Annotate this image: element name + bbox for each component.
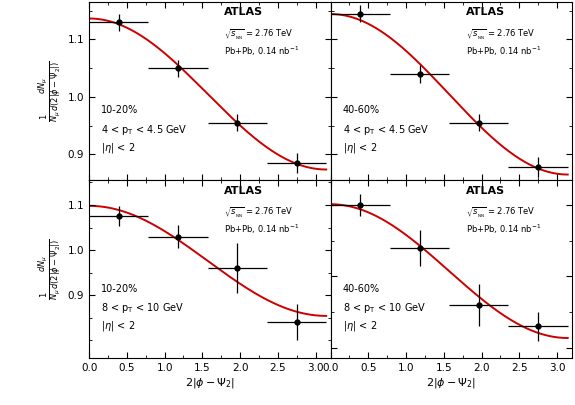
Y-axis label: $\frac{1}{N_{\mu}}\frac{dN_{\mu}}{d(2|\phi-\Psi_2|)}$: $\frac{1}{N_{\mu}}\frac{dN_{\mu}}{d(2|\p… [37, 239, 63, 300]
Text: $\sqrt{s_{_{\mathrm{NN}}}}$ = 2.76 TeV: $\sqrt{s_{_{\mathrm{NN}}}}$ = 2.76 TeV [466, 205, 535, 219]
Text: Pb+Pb, 0.14 nb$^{-1}$: Pb+Pb, 0.14 nb$^{-1}$ [224, 223, 300, 237]
Text: 10-20%: 10-20% [101, 105, 139, 115]
Text: ATLAS: ATLAS [224, 7, 263, 17]
Text: $|\eta|$ < 2: $|\eta|$ < 2 [343, 319, 377, 333]
Text: $|\eta|$ < 2: $|\eta|$ < 2 [343, 141, 377, 155]
Text: 4 < p$_{\rm T}$ < 4.5 GeV: 4 < p$_{\rm T}$ < 4.5 GeV [101, 123, 187, 137]
Text: ATLAS: ATLAS [224, 185, 263, 196]
Text: 8 < p$_{\rm T}$ < 10 GeV: 8 < p$_{\rm T}$ < 10 GeV [343, 301, 426, 315]
X-axis label: 2$|\phi - \Psi_2|$: 2$|\phi - \Psi_2|$ [426, 376, 477, 390]
X-axis label: 2$|\phi - \Psi_2|$: 2$|\phi - \Psi_2|$ [185, 376, 235, 390]
Text: $\sqrt{s_{_{\mathrm{NN}}}}$ = 2.76 TeV: $\sqrt{s_{_{\mathrm{NN}}}}$ = 2.76 TeV [466, 27, 535, 40]
Text: 40-60%: 40-60% [343, 105, 380, 115]
Text: ATLAS: ATLAS [466, 7, 505, 17]
Text: 10-20%: 10-20% [101, 284, 139, 294]
Y-axis label: $\frac{1}{N_{\mu}}\frac{dN_{\mu}}{d(2|\phi-\Psi_2|)}$: $\frac{1}{N_{\mu}}\frac{dN_{\mu}}{d(2|\p… [37, 60, 63, 122]
Text: 8 < p$_{\rm T}$ < 10 GeV: 8 < p$_{\rm T}$ < 10 GeV [101, 301, 185, 315]
Text: Pb+Pb, 0.14 nb$^{-1}$: Pb+Pb, 0.14 nb$^{-1}$ [466, 223, 541, 237]
Text: $\sqrt{s_{_{\mathrm{NN}}}}$ = 2.76 TeV: $\sqrt{s_{_{\mathrm{NN}}}}$ = 2.76 TeV [224, 27, 294, 40]
Text: Pb+Pb, 0.14 nb$^{-1}$: Pb+Pb, 0.14 nb$^{-1}$ [466, 45, 541, 58]
Text: 40-60%: 40-60% [343, 284, 380, 294]
Text: Pb+Pb, 0.14 nb$^{-1}$: Pb+Pb, 0.14 nb$^{-1}$ [224, 45, 300, 58]
Text: $|\eta|$ < 2: $|\eta|$ < 2 [101, 141, 136, 155]
Text: 4 < p$_{\rm T}$ < 4.5 GeV: 4 < p$_{\rm T}$ < 4.5 GeV [343, 123, 429, 137]
Text: ATLAS: ATLAS [466, 185, 505, 196]
Text: $|\eta|$ < 2: $|\eta|$ < 2 [101, 319, 136, 333]
Text: $\sqrt{s_{_{\mathrm{NN}}}}$ = 2.76 TeV: $\sqrt{s_{_{\mathrm{NN}}}}$ = 2.76 TeV [224, 205, 294, 219]
